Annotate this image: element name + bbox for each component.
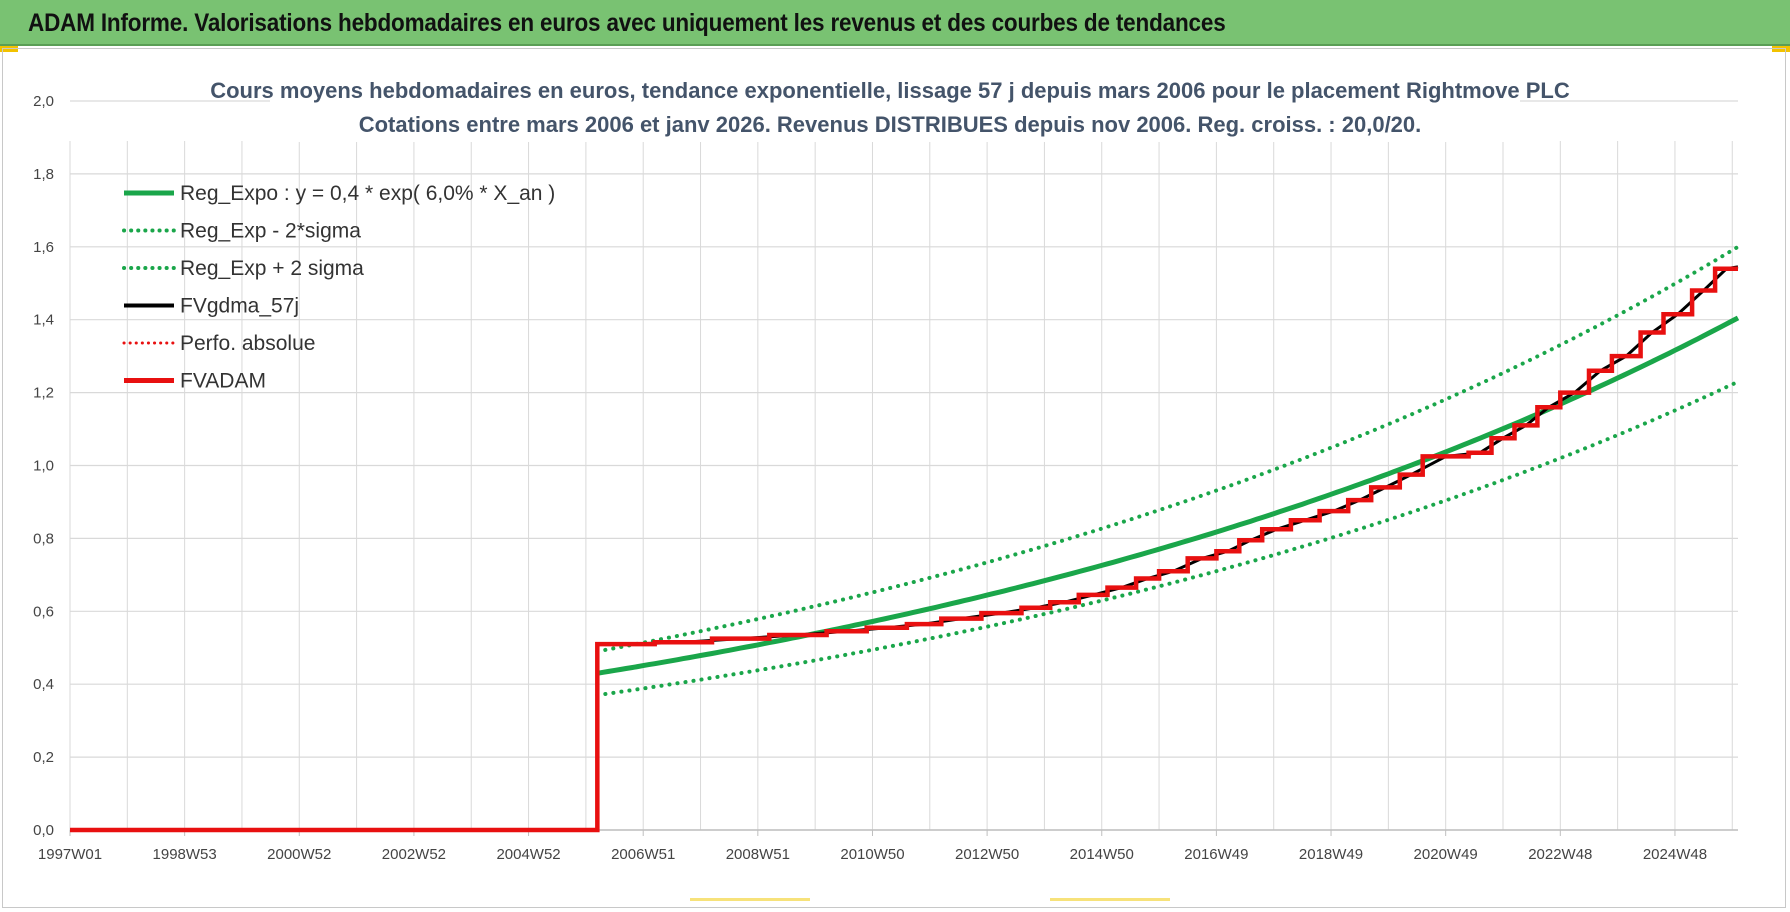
corner-decoration-right [1772, 46, 1790, 52]
y-tick-label: 1,0 [33, 458, 54, 475]
chart-grid [69, 100, 1738, 836]
x-tick-label: 2022W48 [1528, 846, 1592, 863]
legend-label-reg_minus: Reg_Exp - 2*sigma [180, 220, 361, 243]
report-banner: ADAM Informe. Valorisations hebdomadaire… [0, 0, 1790, 46]
y-axis-labels: 2,0 1,8 1,6 1,4 1,2 1,0 0,8 0,6 0,4 0,2 0,0 [33, 93, 54, 839]
series-reg-expo [596, 315, 1740, 676]
corner-decoration-left [0, 46, 18, 52]
x-tick-label: 2024W48 [1643, 846, 1707, 863]
chart-title-line2: Cotations entre mars 2006 et janv 2026. … [359, 112, 1422, 137]
y-tick-label: 0,0 [33, 822, 54, 839]
chart-series [70, 244, 1740, 833]
x-tick-label: 2014W50 [1070, 846, 1134, 863]
x-tick-label: 2008W51 [726, 846, 790, 863]
x-tick-label: 2020W49 [1414, 846, 1478, 863]
x-tick-label: 2002W52 [382, 846, 446, 863]
x-tick-label: 2006W51 [611, 846, 675, 863]
report-title: ADAM Informe. Valorisations hebdomadaire… [28, 9, 1226, 37]
x-tick-label: 2018W49 [1299, 846, 1363, 863]
bottom-decoration-right [1050, 898, 1170, 901]
chart-title-line1: Cours moyens hebdomadaires en euros, ten… [210, 78, 1570, 103]
series-reg-plus-2sigma [595, 244, 1740, 654]
x-axis-labels: 1997W01 1998W53 2000W52 2002W52 2004W52 2006W… [38, 846, 1707, 863]
y-tick-label: 1,6 [33, 239, 54, 256]
legend-label-fvgdma: FVgdma_57j [180, 295, 299, 318]
series-fvadam [70, 266, 1738, 833]
legend-label-reg_plus: Reg_Exp + 2 sigma [180, 257, 364, 280]
y-tick-label: 1,4 [33, 312, 54, 329]
bottom-decoration-left [690, 898, 810, 901]
title-backdrop [270, 72, 1520, 142]
x-tick-label: 2000W52 [267, 846, 331, 863]
x-tick-label: 1997W01 [38, 846, 102, 863]
series-fvgdma-57j [597, 265, 1739, 646]
x-tick-label: 2016W49 [1184, 846, 1248, 863]
x-tick-label: 1998W53 [153, 846, 217, 863]
y-tick-label: 1,2 [33, 385, 54, 402]
legend-label-perfo: Perfo. absolue [180, 332, 315, 355]
legend-label-reg_expo: Reg_Expo : y = 0,4 * exp( 6,0% * X_an ) [180, 182, 555, 205]
y-tick-label: 0,4 [33, 676, 54, 693]
chart-frame [2, 48, 1786, 908]
x-tick-label: 2010W50 [840, 846, 904, 863]
y-tick-label: 0,8 [33, 530, 54, 547]
legend-label-fvadam: FVADAM [180, 370, 266, 393]
y-tick-label: 0,6 [33, 603, 54, 620]
series-reg-minus-2sigma [595, 379, 1740, 698]
chart-legend: Reg_Expo : y = 0,4 * exp( 6,0% * X_an ) R… [122, 182, 555, 393]
y-tick-label: 0,2 [33, 749, 54, 766]
x-tick-label: 2004W52 [496, 846, 560, 863]
y-tick-label: 2,0 [33, 93, 54, 110]
y-tick-label: 1,8 [33, 166, 54, 183]
x-tick-label: 2012W50 [955, 846, 1019, 863]
